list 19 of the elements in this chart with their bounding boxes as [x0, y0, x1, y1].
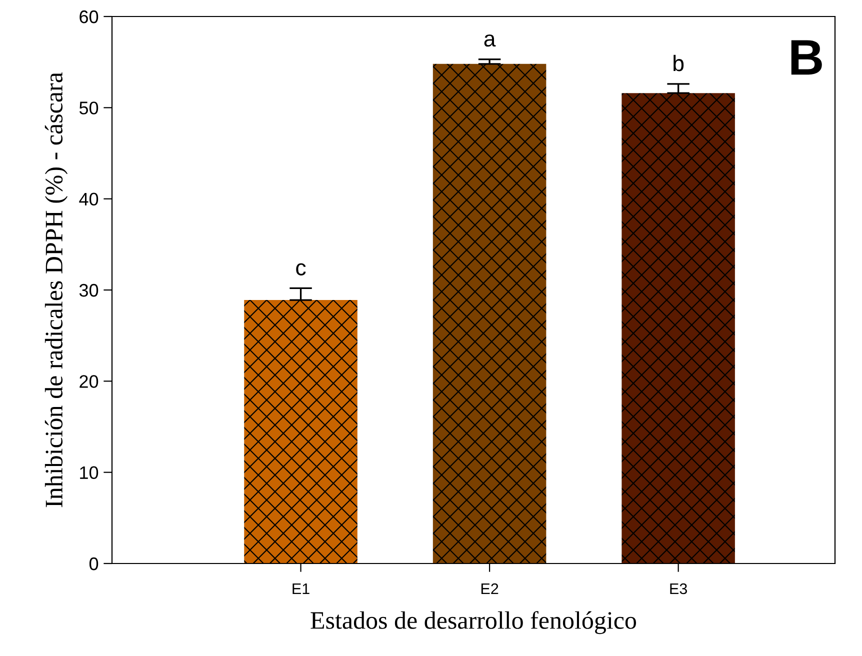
bar	[244, 300, 358, 564]
x-tick-label: E2	[481, 583, 498, 594]
y-tick-label: 0	[89, 557, 98, 570]
annotation: B	[791, 40, 822, 75]
x-axis-title: Estados de desarrollo fenológico	[310, 611, 636, 634]
annotation: b	[674, 54, 684, 72]
x-tick-label: E3	[670, 583, 687, 594]
y-tick-label: 40	[79, 192, 98, 206]
x-tick-label: E1	[292, 584, 310, 594]
y-tick-label: 50	[79, 102, 98, 114]
y-axis-title: Inhibición de radicales DPPH (%) - cáscara	[44, 72, 68, 508]
bar	[622, 93, 735, 564]
bar	[432, 64, 546, 564]
annotation: c	[296, 263, 306, 276]
y-tick-label: 10	[80, 466, 98, 480]
y-tick-label: 20	[80, 375, 98, 388]
y-tick-label: 30	[79, 284, 98, 297]
annotation: a	[484, 34, 496, 47]
y-tick-label: 60	[80, 10, 98, 24]
